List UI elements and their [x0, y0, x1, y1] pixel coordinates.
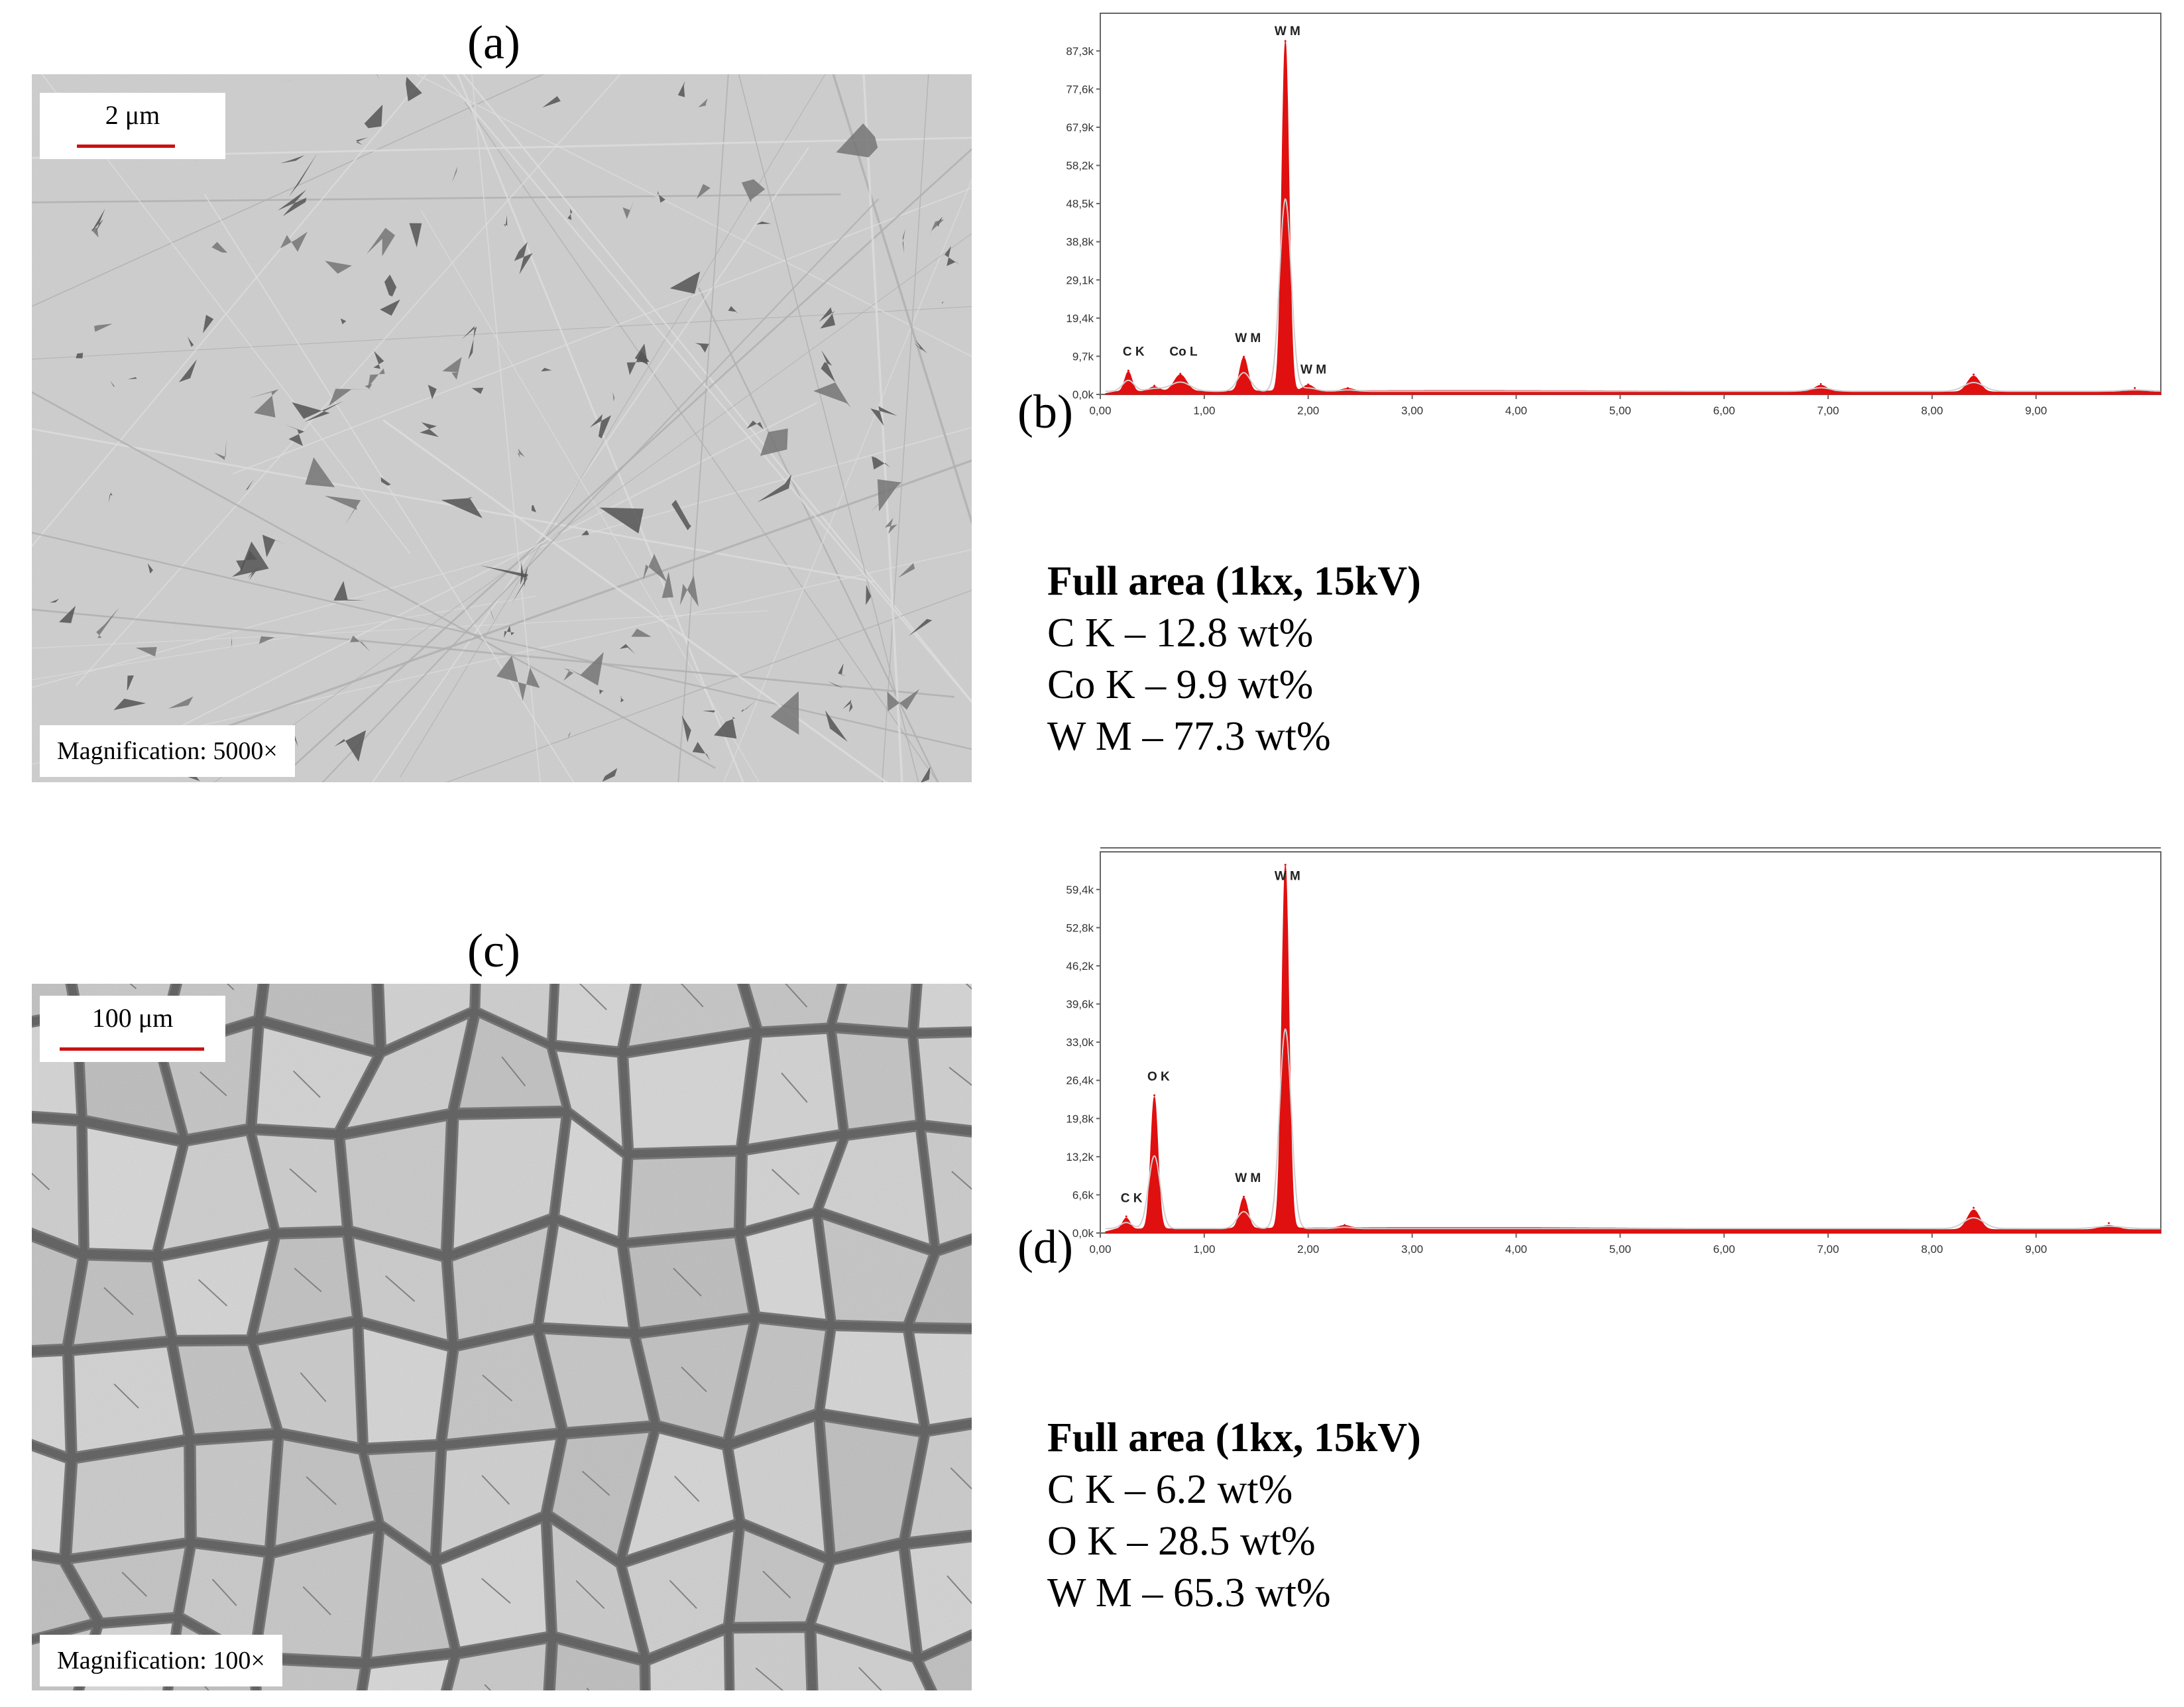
composition-title-b: Full area (1kx, 15kV)	[1047, 559, 1421, 604]
x-tick-label: 6,00	[1713, 404, 1735, 417]
y-tick-label: 19,4k	[1066, 312, 1094, 325]
peak-marker	[1127, 369, 1129, 372]
x-tick-label: 8,00	[1921, 404, 1943, 417]
composition-line-b-w: W M – 77.3 wt%	[1047, 714, 1331, 759]
sem-image-a: 2 μm Magnification: 5000×	[32, 74, 972, 782]
plot-frame	[1100, 851, 2161, 1234]
scale-bar-label-a: 2 μm	[105, 100, 160, 130]
scale-bar-label-c: 100 μm	[91, 1003, 174, 1033]
peak-marker	[1819, 383, 1822, 385]
composition-d: Full area (1kx, 15kV) C K – 6.2 wt% O K …	[1047, 1412, 1421, 1619]
peak-marker	[1284, 40, 1287, 42]
panel-label-d: (d)	[1017, 1220, 1073, 1273]
peak-marker	[1153, 384, 1156, 387]
composition-b: Full area (1kx, 15kV) C K – 12.8 wt% Co …	[1047, 556, 1421, 762]
x-tick-label: 2,00	[1297, 1243, 1319, 1256]
peak-marker	[1242, 1195, 1245, 1198]
peak-marker	[1346, 386, 1349, 389]
x-tick-label: 5,00	[1609, 404, 1631, 417]
y-tick-label: 38,8k	[1066, 236, 1094, 249]
x-tick-label: 7,00	[1817, 404, 1839, 417]
peak-marker	[1973, 373, 1975, 376]
composition-line-d-o: O K – 28.5 wt%	[1047, 1519, 1316, 1564]
y-tick-label: 58,2k	[1066, 160, 1094, 172]
x-tick-label: 5,00	[1609, 1243, 1631, 1256]
peak-marker	[2108, 1222, 2110, 1224]
composition-line-b-co: Co K – 9.9 wt%	[1047, 662, 1314, 707]
x-tick-label: 7,00	[1817, 1243, 1839, 1256]
peak-label: C K	[1121, 1192, 1143, 1206]
sem-micrograph-a	[32, 74, 972, 782]
x-tick-label: 6,00	[1713, 1243, 1735, 1256]
peak-label: W M	[1235, 1171, 1261, 1185]
composition-line-d-c: C K – 6.2 wt%	[1047, 1467, 1293, 1512]
y-tick-label: 9,7k	[1072, 350, 1094, 363]
peak-label: W M	[1275, 25, 1300, 38]
panel-label-b: (b)	[1017, 385, 1073, 438]
composition-line-d-w: W M – 65.3 wt%	[1047, 1570, 1331, 1616]
y-tick-label: 46,2k	[1066, 960, 1094, 972]
scale-bar-box-a: 2 μm	[40, 93, 225, 159]
x-tick-label: 2,00	[1297, 404, 1319, 417]
y-tick-label: 59,4k	[1066, 884, 1094, 896]
x-tick-label: 3,00	[1401, 404, 1423, 417]
peak-label: W M	[1275, 870, 1300, 884]
x-tick-label: 4,00	[1505, 1243, 1527, 1256]
scale-bar-c	[60, 1047, 204, 1051]
y-tick-label: 77,6k	[1066, 83, 1094, 95]
x-tick-label: 1,00	[1193, 404, 1215, 417]
y-tick-label: 67,9k	[1066, 121, 1094, 134]
spectrum-fit-line	[1105, 198, 2161, 392]
y-tick-label: 48,5k	[1066, 198, 1094, 210]
spectrum-fit-line	[1105, 1028, 2161, 1230]
composition-title-d: Full area (1kx, 15kV)	[1047, 1415, 1421, 1460]
peak-marker	[1125, 1215, 1127, 1218]
x-tick-label: 0,00	[1089, 404, 1111, 417]
magnification-label-c: Magnification: 100×	[40, 1635, 282, 1686]
peak-label: C K	[1123, 345, 1145, 359]
y-tick-label: 19,8k	[1066, 1112, 1094, 1125]
x-tick-label: 0,00	[1089, 1243, 1111, 1256]
eds-chart-b: 0,0k 9,7k 19,4k 29,1k 38,8k 48,5k 58,2k 67,9k 77…	[1066, 13, 2161, 417]
scale-bar-box-c: 100 μm	[40, 996, 225, 1062]
sem-image-c: 100 μm Magnification: 100×	[32, 984, 972, 1690]
peak-marker	[1973, 1207, 1975, 1209]
composition-line-b-c: C K – 12.8 wt%	[1047, 611, 1314, 656]
y-tick-label: 26,4k	[1066, 1075, 1094, 1087]
panel-label-c: (c)	[467, 924, 520, 977]
peak-marker	[1284, 863, 1287, 866]
y-tick-label: 0,0k	[1072, 1227, 1094, 1240]
peak-marker	[1307, 383, 1310, 386]
y-tick-label: 13,2k	[1066, 1151, 1094, 1163]
y-tick-label: 0,0k	[1072, 388, 1094, 401]
x-tick-label: 4,00	[1505, 404, 1527, 417]
peak-label: W M	[1235, 331, 1261, 345]
eds-chart-d: 0,0k 6,6k 13,2k 19,8k 26,4k 33,0k 39,6k 46,2k 52…	[1066, 847, 2161, 1256]
eds-spectrum-d: 0,0k 6,6k 13,2k 19,8k 26,4k 33,0k 39,6k 46,2k 52…	[1066, 847, 2167, 1263]
x-tick-label: 3,00	[1401, 1243, 1423, 1256]
peak-marker	[1153, 1094, 1156, 1096]
x-tick-label: 9,00	[2025, 404, 2047, 417]
peak-marker	[2134, 386, 2136, 389]
y-tick-label: 29,1k	[1066, 274, 1094, 286]
y-tick-label: 6,6k	[1072, 1189, 1094, 1201]
x-tick-label: 9,00	[2025, 1243, 2047, 1256]
scale-bar-a	[77, 145, 175, 148]
y-tick-label: 87,3k	[1066, 45, 1094, 58]
peak-label: O K	[1147, 1070, 1170, 1084]
panel-label-a: (a)	[467, 16, 520, 69]
x-tick-label: 1,00	[1193, 1243, 1215, 1256]
x-tick-label: 8,00	[1921, 1243, 1943, 1256]
peak-marker	[1242, 355, 1245, 358]
peak-label: W M	[1300, 363, 1326, 377]
peak-marker	[1344, 1224, 1346, 1226]
peak-label: Co L	[1169, 345, 1198, 359]
eds-spectrum-b: 0,0k 9,7k 19,4k 29,1k 38,8k 48,5k 58,2k 67,9k 77…	[1066, 13, 2167, 424]
y-tick-label: 39,6k	[1066, 998, 1094, 1011]
peak-marker	[1179, 373, 1182, 375]
magnification-label-a: Magnification: 5000×	[40, 725, 295, 777]
sem-micrograph-c	[32, 984, 972, 1690]
y-tick-label: 52,8k	[1066, 921, 1094, 934]
y-tick-label: 33,0k	[1066, 1036, 1094, 1049]
